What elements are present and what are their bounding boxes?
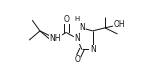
Text: O: O xyxy=(74,55,80,64)
Text: H: H xyxy=(74,16,80,22)
Text: H: H xyxy=(74,16,80,22)
Text: N: N xyxy=(74,34,80,43)
Text: OH: OH xyxy=(113,20,125,29)
Text: N: N xyxy=(79,23,85,32)
Text: N: N xyxy=(90,45,95,54)
Text: O: O xyxy=(63,15,69,24)
Text: NH: NH xyxy=(50,34,61,43)
